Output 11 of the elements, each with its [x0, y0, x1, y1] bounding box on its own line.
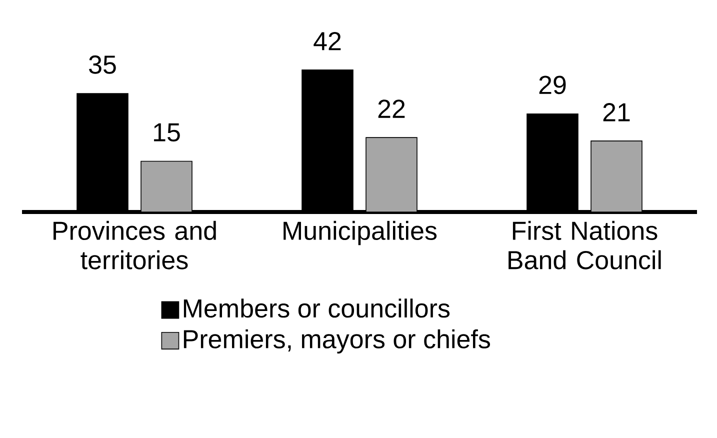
data-label: 22	[378, 100, 405, 118]
x-tick-label: Provinces and territories	[54, 220, 216, 270]
data-label: 35	[89, 55, 116, 74]
x-tick-label: Municipalities	[284, 220, 437, 246]
data-label: 15	[154, 123, 180, 142]
legend-label: Members or councillors	[184, 298, 450, 318]
data-label: 21	[603, 103, 630, 122]
x-tick-label: First Nations Band Council	[508, 220, 661, 270]
data-label: 42	[314, 32, 341, 50]
legend-label: Premiers, mayors or chiefs	[184, 329, 490, 354]
data-label: 29	[539, 76, 566, 94]
